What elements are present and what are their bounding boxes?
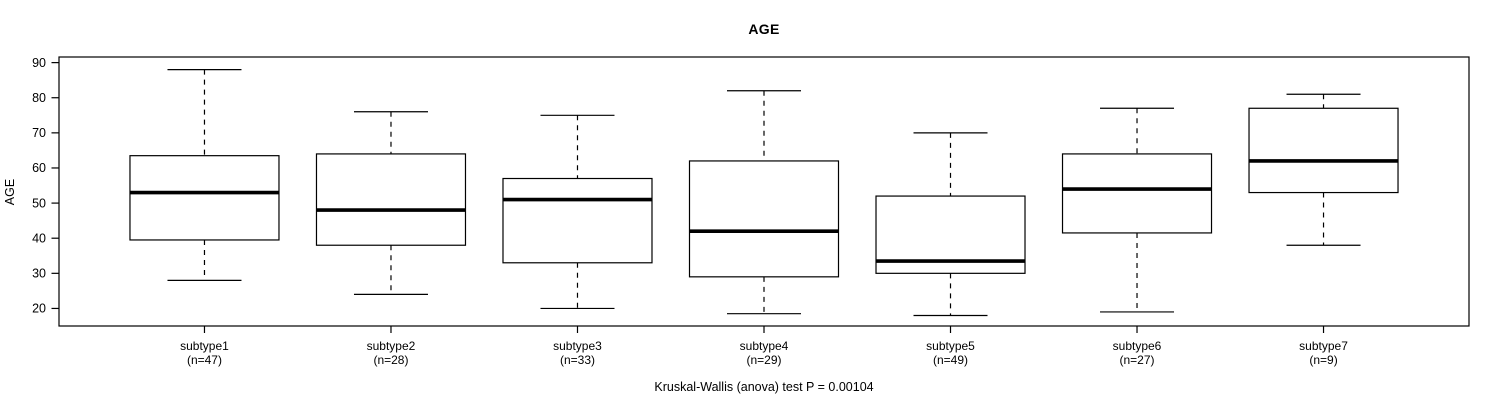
group-label: subtype1	[180, 339, 229, 353]
boxplot-group-subtype5: subtype5(n=49)	[875, 132, 1026, 367]
group-label: subtype7	[1299, 339, 1348, 353]
y-tick-label: 70	[32, 126, 46, 140]
y-axis-label: AGE	[3, 179, 17, 205]
group-sublabel: (n=47)	[187, 353, 222, 367]
boxplot-group-subtype4: subtype4(n=29)	[688, 90, 840, 367]
chart-title: AGE	[748, 21, 779, 37]
y-tick-label: 60	[32, 161, 46, 175]
group-sublabel: (n=9)	[1309, 353, 1337, 367]
group-label: subtype2	[367, 339, 416, 353]
boxplot-group-subtype3: subtype3(n=33)	[502, 114, 653, 367]
plot-content: 2030405060708090subtype1(n=47)subtype2(n…	[32, 56, 1399, 367]
group-label: subtype4	[740, 339, 789, 353]
iqr-box	[502, 177, 653, 264]
boxplot-group-subtype1: subtype1(n=47)	[129, 69, 280, 367]
boxplot-group-subtype2: subtype2(n=28)	[315, 111, 467, 367]
y-tick-label: 90	[32, 56, 46, 70]
group-label: subtype6	[1113, 339, 1162, 353]
boxplot-group-subtype7: subtype7(n=9)	[1248, 93, 1399, 367]
y-tick-label: 50	[32, 196, 46, 210]
iqr-box	[688, 160, 840, 278]
iqr-box	[1061, 153, 1213, 234]
group-sublabel: (n=28)	[373, 353, 408, 367]
iqr-box	[315, 153, 467, 246]
boxplot-group-subtype6: subtype6(n=27)	[1061, 107, 1213, 367]
y-tick-label: 40	[32, 231, 46, 245]
y-tick-label: 30	[32, 267, 46, 281]
group-label: subtype3	[553, 339, 602, 353]
group-label: subtype5	[926, 339, 975, 353]
iqr-box	[129, 155, 280, 241]
group-sublabel: (n=49)	[933, 353, 968, 367]
kruskal-wallis-note: Kruskal-Wallis (anova) test P = 0.00104	[654, 380, 873, 394]
iqr-box	[1248, 107, 1399, 194]
group-sublabel: (n=27)	[1120, 353, 1155, 367]
y-tick-label: 20	[32, 302, 46, 316]
y-tick-label: 80	[32, 91, 46, 105]
group-sublabel: (n=29)	[746, 353, 781, 367]
group-sublabel: (n=33)	[560, 353, 595, 367]
